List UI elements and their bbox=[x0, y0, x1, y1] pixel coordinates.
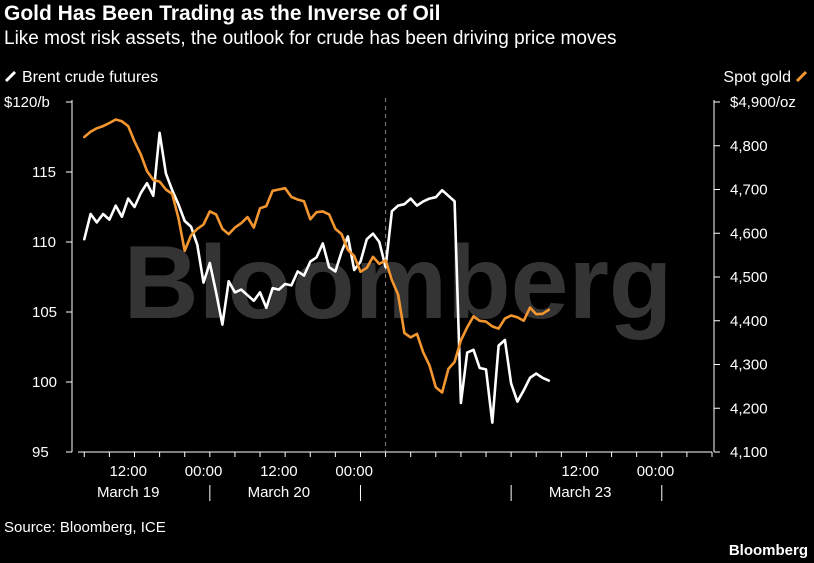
right-y-tick-label: $4,900/oz bbox=[730, 94, 796, 111]
right-y-tick-label: 4,500 bbox=[730, 269, 768, 286]
x-day-label: March 23 bbox=[549, 484, 612, 501]
right-y-tick-label: 4,600 bbox=[730, 225, 768, 242]
x-day-label: March 20 bbox=[248, 484, 311, 501]
left-y-tick-label: 110 bbox=[32, 234, 56, 251]
legend-left: Brent crude futures bbox=[4, 69, 158, 86]
axes-layer: 95 100 105 110 115 $120/b 4,100 4,200 4,300 4,400… bbox=[4, 94, 796, 501]
spot-gold-series-line bbox=[83, 118, 551, 394]
chart-subtitle: Like most risk assets, the outlook for c… bbox=[4, 28, 617, 49]
right-y-tick-label: 4,400 bbox=[730, 313, 768, 330]
left-y-tick-label: 95 bbox=[32, 444, 49, 461]
legend-right: Spot gold bbox=[723, 69, 808, 86]
right-y-tick-label: 4,800 bbox=[730, 138, 768, 155]
left-y-tick-label: 100 bbox=[32, 374, 57, 391]
brent-legend-label: Brent crude futures bbox=[22, 69, 158, 86]
x-time-label: 12:00 bbox=[260, 463, 298, 480]
right-y-tick-label: 4,700 bbox=[730, 182, 768, 199]
x-day-label: March 19 bbox=[97, 484, 160, 501]
watermark-text: Bloomberg bbox=[124, 225, 673, 341]
brand-logo: Bloomberg bbox=[728, 542, 808, 559]
source-note: Source: Bloomberg, ICE bbox=[4, 519, 166, 536]
chart-title: Gold Has Been Trading as the Inverse of … bbox=[4, 2, 441, 25]
x-time-label: 00:00 bbox=[335, 463, 373, 480]
left-y-tick-label: $120/b bbox=[4, 94, 50, 111]
x-time-label: 00:00 bbox=[637, 463, 675, 480]
series-layer bbox=[83, 118, 551, 424]
x-time-label: 12:00 bbox=[561, 463, 599, 480]
left-y-tick-label: 105 bbox=[32, 304, 57, 321]
left-y-tick-label: 115 bbox=[32, 164, 56, 181]
brent-legend-swatch bbox=[4, 70, 17, 83]
right-y-tick-label: 4,200 bbox=[730, 400, 768, 417]
x-time-label: 12:00 bbox=[109, 463, 147, 480]
x-time-label: 00:00 bbox=[185, 463, 223, 480]
gold-legend-swatch bbox=[795, 70, 808, 83]
right-y-tick-label: 4,300 bbox=[730, 357, 768, 374]
gold-legend-label: Spot gold bbox=[723, 69, 791, 86]
right-y-tick-label: 4,100 bbox=[730, 444, 768, 461]
brent-crude-series-line bbox=[83, 131, 551, 424]
